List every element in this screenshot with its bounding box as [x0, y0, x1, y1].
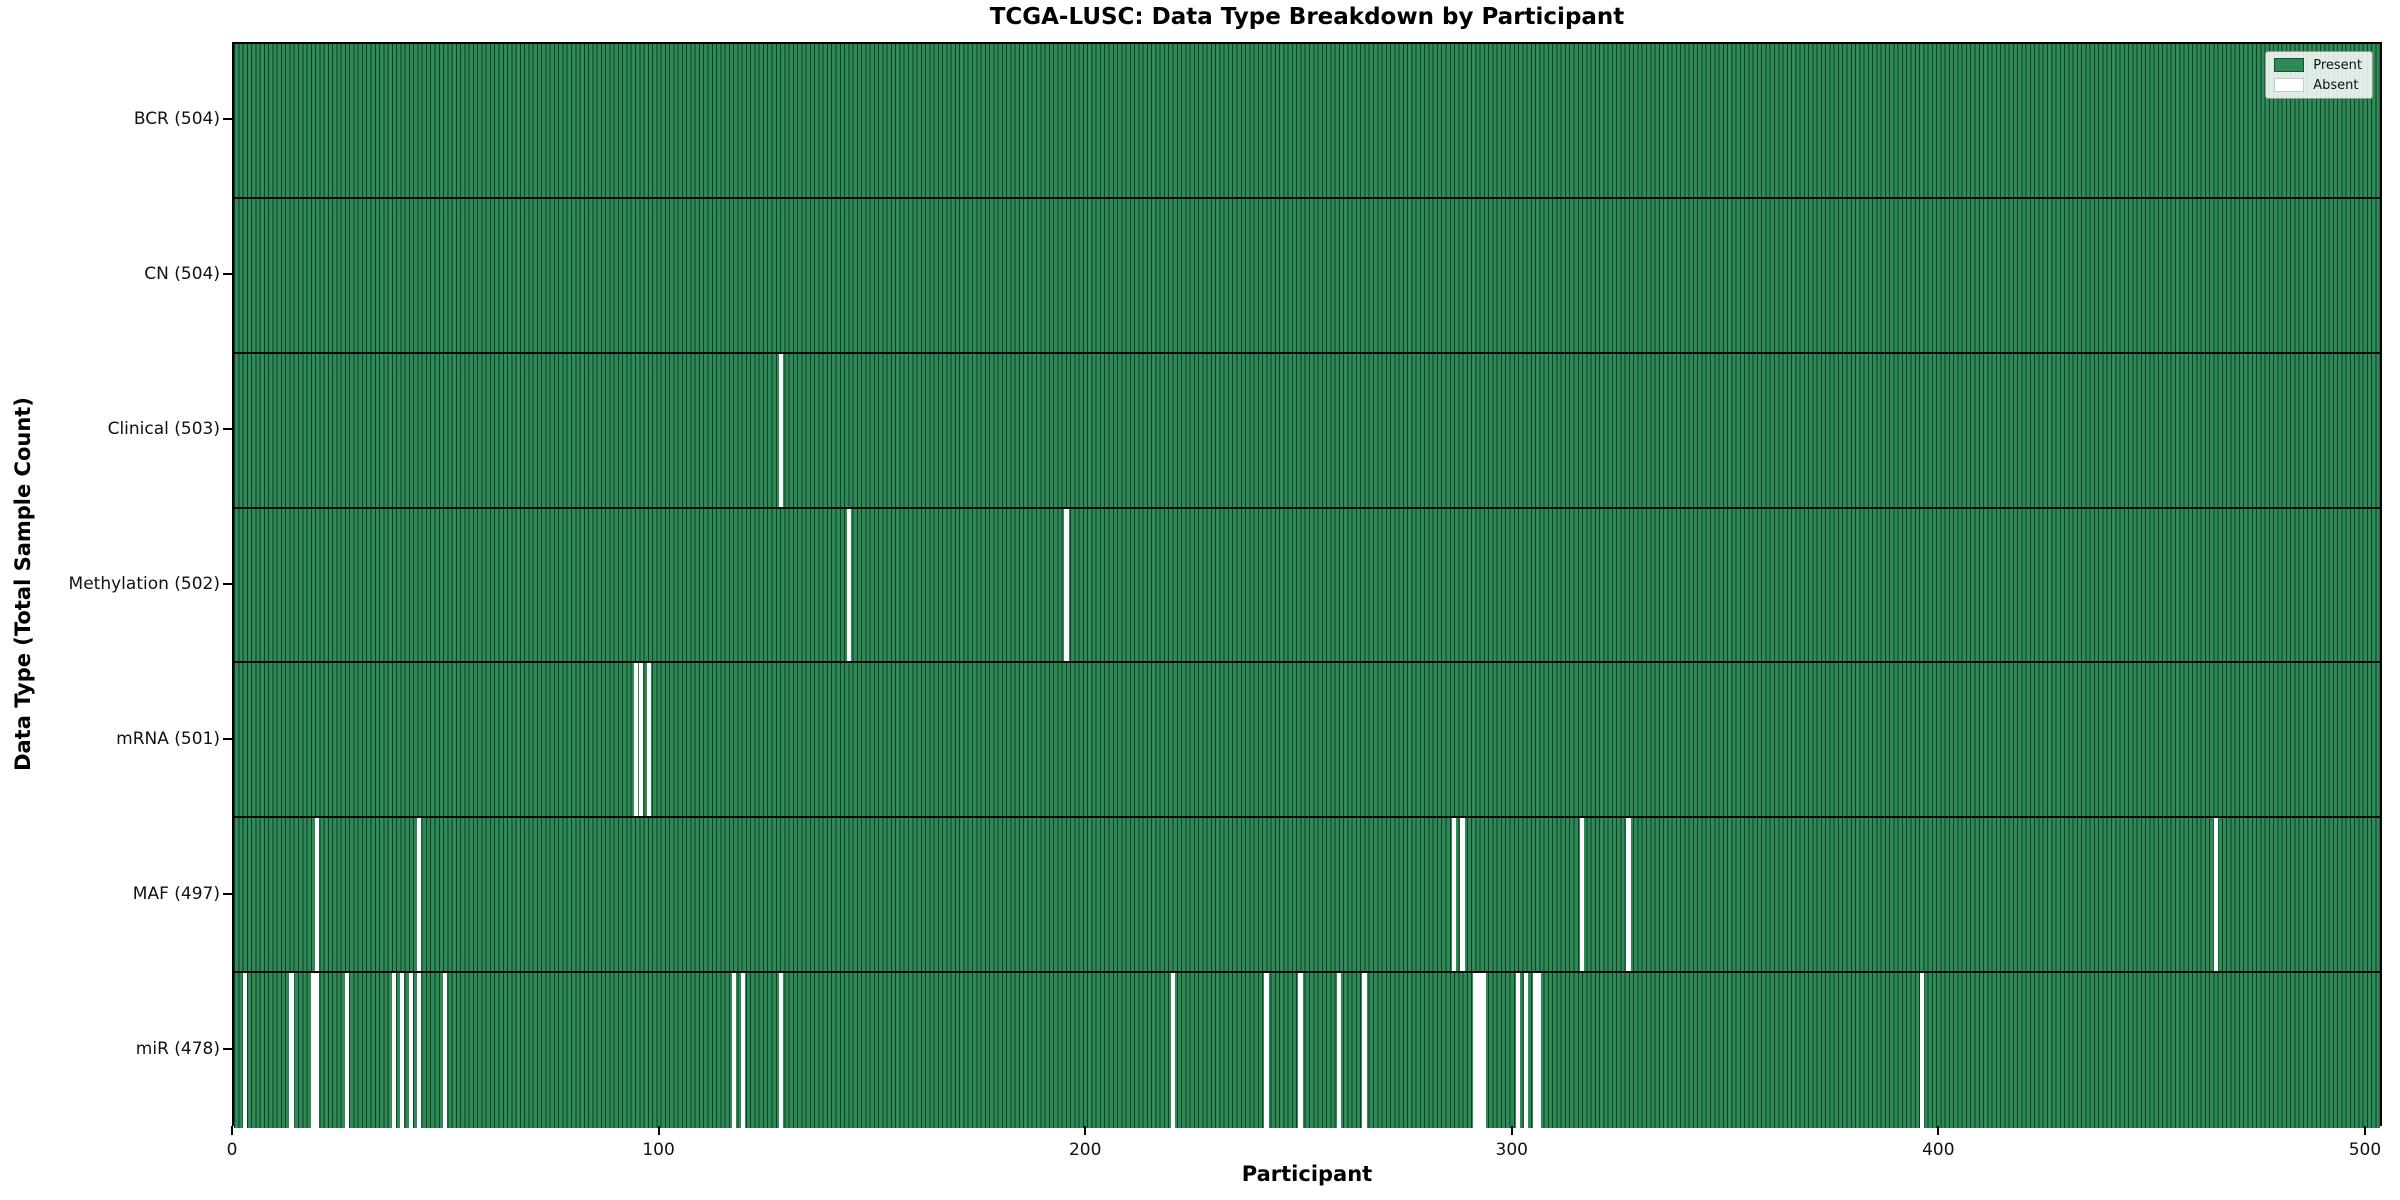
absent-gap-miR-20 — [314, 973, 320, 1128]
plot-area: Present Absent — [232, 42, 2382, 1128]
absent-gap-miR-293 — [1477, 973, 1482, 1128]
absent-gap-MAF-328 — [1626, 818, 1631, 972]
row-CN — [234, 198, 2380, 354]
row-Clinical — [234, 353, 2380, 509]
rows-container — [234, 44, 2380, 1128]
y-tick-label-MAF: MAF (497) — [132, 883, 220, 904]
absent-gap-Clinical-129 — [779, 353, 784, 507]
row-BCR — [234, 44, 2380, 199]
x-tick-label-100: 100 — [642, 1140, 675, 1160]
x-tick-100 — [657, 1126, 660, 1135]
y-tick-miR — [223, 1047, 232, 1050]
absent-gap-miR-38 — [391, 973, 396, 1128]
x-tick-0 — [231, 1126, 233, 1135]
absent-gap-miR-251 — [1298, 973, 1303, 1128]
absent-gap-Methylation-196 — [1064, 508, 1069, 662]
y-tick-label-CN: CN (504) — [144, 264, 220, 285]
absent-gap-miR-42 — [408, 973, 413, 1128]
y-tick-label-miR: miR (478) — [135, 1038, 220, 1059]
legend-swatch-present — [2274, 58, 2305, 72]
absent-gap-miR-260 — [1336, 973, 1342, 1128]
absent-gap-miR-243 — [1264, 973, 1269, 1128]
absent-gap-miR-3 — [242, 973, 247, 1128]
absent-gap-miR-129 — [779, 973, 784, 1128]
row-MAF — [234, 818, 2380, 974]
x-tick-300 — [1510, 1126, 1513, 1135]
absent-gap-miR-307 — [1536, 973, 1542, 1128]
x-tick-200 — [1084, 1126, 1087, 1135]
chart-title: TCGA-LUSC: Data Type Breakdown by Partic… — [989, 4, 1625, 30]
x-tick-label-0: 0 — [226, 1140, 238, 1160]
legend-swatch-absent — [2274, 78, 2305, 92]
x-tick-400 — [1937, 1126, 1940, 1135]
absent-gap-miR-304 — [1524, 973, 1529, 1128]
absent-gap-miR-50 — [442, 973, 447, 1128]
y-tick-mRNA — [223, 737, 232, 740]
absent-gap-miR-14 — [289, 973, 294, 1128]
absent-gap-miR-306 — [1532, 973, 1537, 1128]
absent-gap-mRNA-95 — [634, 663, 639, 817]
absent-gap-miR-397 — [1920, 973, 1925, 1128]
absent-gap-MAF-20 — [314, 818, 320, 972]
absent-gap-mRNA-98 — [647, 663, 652, 817]
y-tick-label-Clinical: Clinical (503) — [107, 419, 220, 440]
absent-gap-MAF-289 — [1460, 818, 1465, 972]
row-miR — [234, 973, 2380, 1128]
row-mRNA — [234, 663, 2380, 819]
absent-gap-MAF-317 — [1579, 818, 1584, 972]
absent-gap-miR-19 — [310, 973, 315, 1128]
row-Methylation — [234, 508, 2380, 664]
absent-gap-MAF-44 — [417, 818, 422, 972]
legend: Present Absent — [2265, 51, 2373, 99]
y-tick-BCR — [223, 118, 232, 121]
x-axis-label: Participant — [1241, 1162, 1373, 1186]
x-tick-label-200: 200 — [1068, 1140, 1102, 1160]
y-tick-Methylation — [223, 583, 232, 585]
x-tick-500 — [2363, 1126, 2366, 1135]
absent-gap-MAF-466 — [2213, 818, 2219, 972]
legend-item-absent: Absent — [2274, 78, 2362, 92]
legend-label-present: Present — [2313, 57, 2362, 73]
y-tick-label-mRNA: mRNA (501) — [116, 728, 220, 749]
y-tick-label-Methylation: Methylation (502) — [68, 574, 220, 594]
y-tick-MAF — [223, 892, 232, 895]
absent-gap-miR-292 — [1473, 973, 1478, 1128]
y-tick-CN — [223, 273, 232, 276]
x-tick-label-500: 500 — [2348, 1140, 2382, 1160]
y-axis-label: Data Type (Total Sample Count) — [11, 397, 35, 771]
y-tick-label-BCR: BCR (504) — [133, 109, 220, 130]
absent-gap-miR-27 — [344, 973, 349, 1128]
legend-item-present: Present — [2274, 58, 2362, 72]
x-tick-label-300: 300 — [1495, 1140, 1528, 1160]
absent-gap-miR-118 — [732, 973, 737, 1128]
absent-gap-miR-266 — [1362, 973, 1367, 1128]
absent-gap-miR-44 — [417, 973, 422, 1128]
absent-gap-miR-294 — [1481, 973, 1486, 1128]
absent-gap-miR-302 — [1515, 973, 1520, 1128]
absent-gap-Methylation-145 — [847, 508, 852, 662]
absent-gap-miR-40 — [400, 973, 405, 1128]
x-tick-label-400: 400 — [1922, 1140, 1955, 1160]
y-tick-Clinical — [223, 428, 232, 431]
absent-gap-miR-120 — [740, 973, 745, 1128]
absent-gap-miR-221 — [1170, 973, 1175, 1128]
legend-label-absent: Absent — [2313, 77, 2359, 93]
absent-gap-mRNA-96 — [638, 663, 643, 817]
absent-gap-MAF-287 — [1451, 818, 1457, 972]
